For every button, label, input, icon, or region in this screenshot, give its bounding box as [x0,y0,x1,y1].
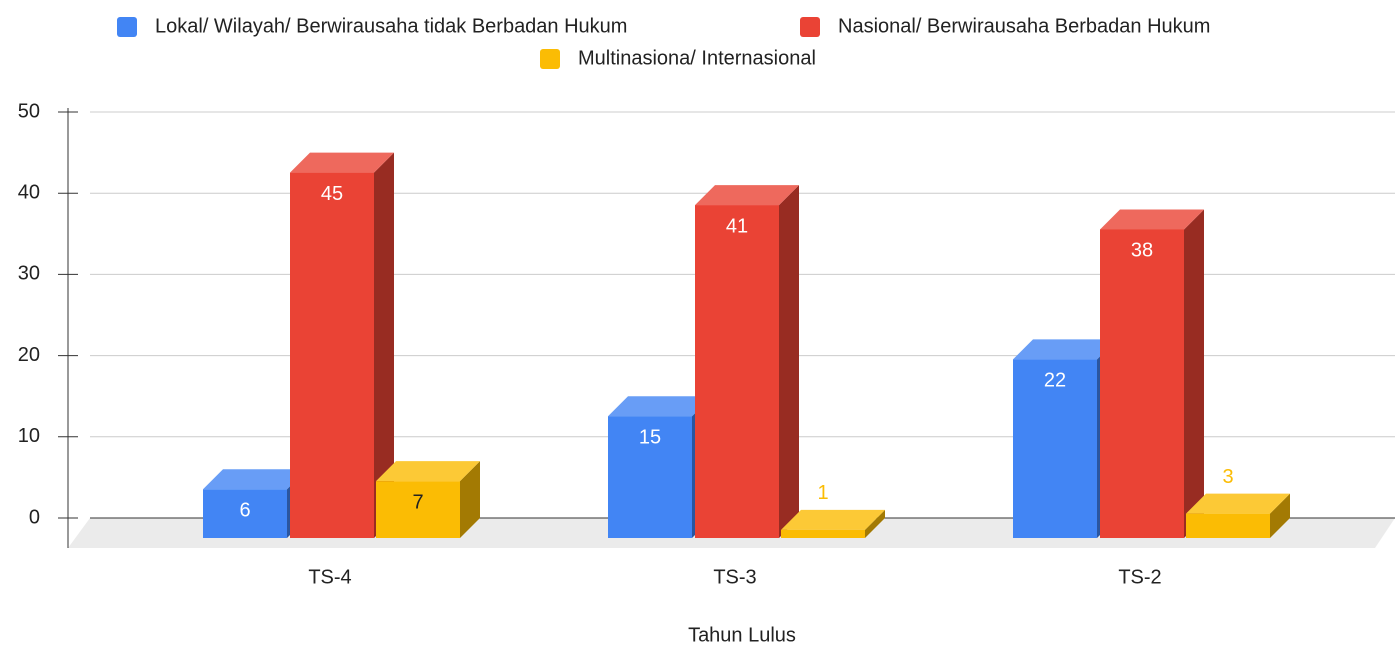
x-axis-title: Tahun Lulus [688,624,796,646]
y-tick-label: 0 [29,506,40,528]
bar-top [376,461,480,482]
bar-top [203,469,307,490]
data-label: 38 [1131,240,1153,262]
y-tick-label: 20 [18,344,40,366]
bar-front [376,481,460,538]
bar [695,185,799,538]
y-tick-label: 30 [18,263,40,285]
data-label: 22 [1044,370,1066,392]
bar-top [781,509,885,530]
bar-front [1100,229,1184,538]
bar [1186,493,1290,538]
bar-top [290,152,394,173]
bar-side [1184,209,1204,538]
data-label: 7 [412,491,423,513]
x-tick-label: TS-2 [1118,566,1161,588]
bar [290,152,394,538]
data-label: 15 [639,426,661,448]
x-tick-label: TS-4 [308,566,351,588]
y-tick-label: 10 [18,425,40,447]
y-tick-label: 50 [18,100,40,122]
legend-swatch [800,17,820,37]
bar [608,396,712,538]
bar-side [374,152,394,538]
legend-label: Lokal/ Wilayah/ Berwirausaha tidak Berba… [155,15,627,37]
bar [376,461,480,538]
data-label: 1 [817,482,828,504]
legend-label: Multinasiona/ Internasional [578,47,816,69]
x-tick-label: TS-3 [713,566,756,588]
legend-swatch [540,49,560,69]
bar-front [695,205,779,538]
bar-front [608,416,692,538]
y-tick-label: 40 [18,181,40,203]
legend-swatch [117,17,137,37]
bar-front [1013,359,1097,538]
legend-label: Nasional/ Berwirausaha Berbadan Hukum [838,15,1210,37]
bar-top [608,396,712,417]
bar [1100,209,1204,538]
bar [781,509,885,538]
bar-top [1186,493,1290,514]
bar-side [779,185,799,538]
data-label: 41 [726,215,748,237]
bar-front [290,172,374,538]
bar-front [781,529,865,538]
bar-side [865,509,885,538]
bar-side [460,461,480,538]
bar-top [1013,339,1117,360]
bar-front [203,489,287,538]
bar-side [1270,493,1290,538]
bar-front [1186,513,1270,538]
bar-top [695,185,799,206]
data-label: 3 [1222,466,1233,488]
data-label: 6 [239,500,250,522]
bar-top [1100,209,1204,230]
data-label: 45 [321,183,343,205]
